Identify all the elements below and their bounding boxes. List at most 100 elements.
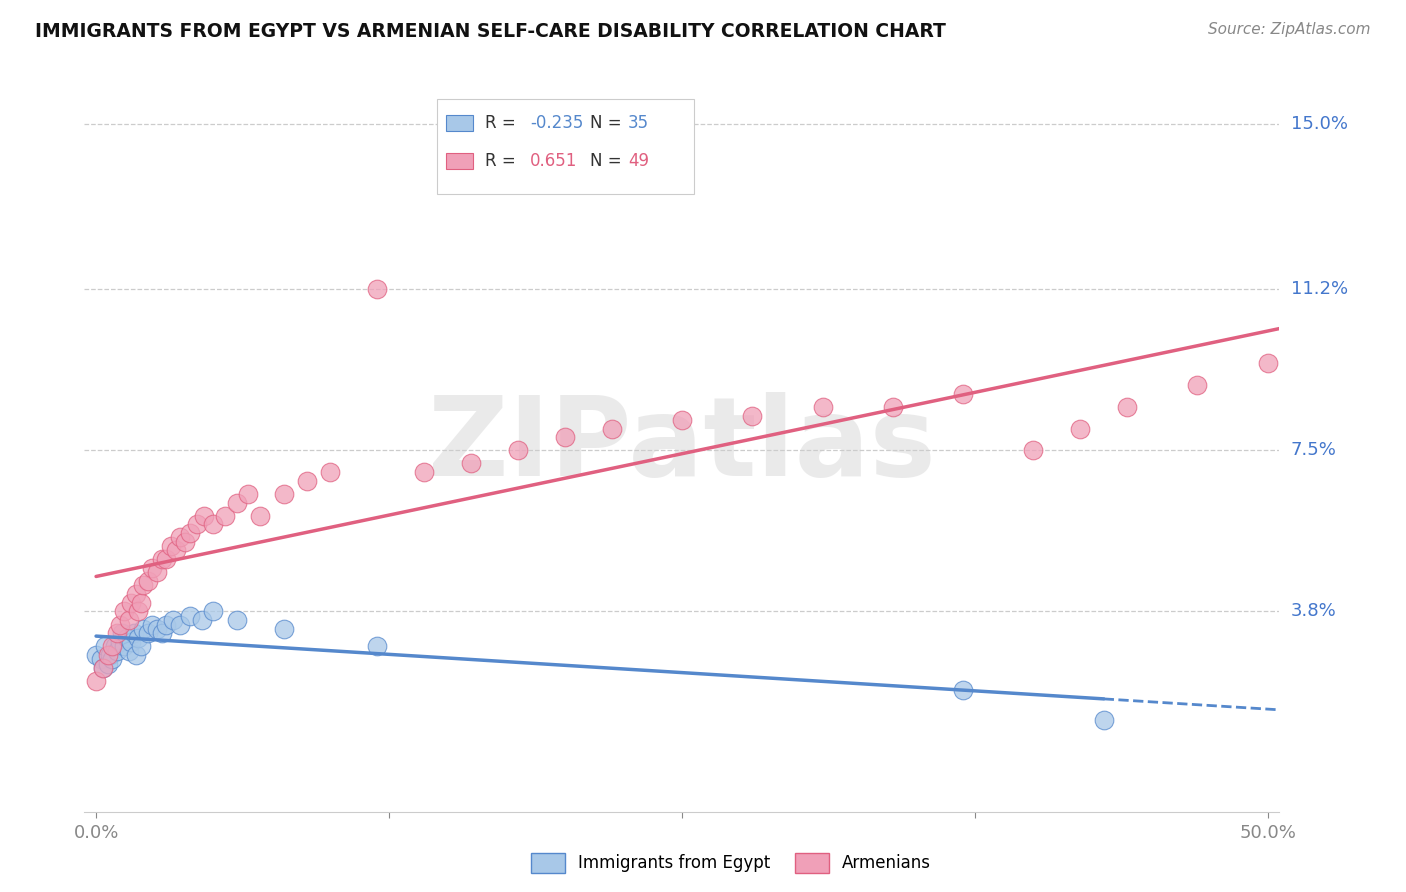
Text: 0.651: 0.651 xyxy=(530,152,578,169)
Text: -0.235: -0.235 xyxy=(530,113,583,132)
Point xyxy=(186,517,208,532)
Point xyxy=(115,631,138,645)
Point xyxy=(98,648,121,662)
Point xyxy=(554,430,576,444)
Point xyxy=(155,617,177,632)
Point xyxy=(273,622,295,636)
Point xyxy=(179,526,201,541)
Text: R =: R = xyxy=(485,113,520,132)
Point xyxy=(741,409,763,423)
Text: 7.5%: 7.5% xyxy=(1291,442,1337,459)
Point xyxy=(952,386,974,401)
Point xyxy=(101,640,124,654)
Point xyxy=(155,552,177,566)
Point xyxy=(111,626,134,640)
Point xyxy=(101,652,124,666)
Point xyxy=(214,508,236,523)
Point xyxy=(105,643,128,657)
Point xyxy=(811,400,834,414)
Point xyxy=(127,631,149,645)
Point xyxy=(136,626,159,640)
Text: N =: N = xyxy=(591,152,627,169)
Point xyxy=(118,613,141,627)
Point xyxy=(108,635,131,649)
Point xyxy=(295,474,318,488)
Point xyxy=(84,648,107,662)
Point xyxy=(97,648,120,662)
Point xyxy=(179,608,201,623)
Point xyxy=(1257,356,1279,370)
Point xyxy=(132,622,155,636)
Point xyxy=(169,530,191,544)
Text: 3.8%: 3.8% xyxy=(1291,602,1336,621)
Point xyxy=(1187,378,1209,392)
Text: 15.0%: 15.0% xyxy=(1291,115,1347,133)
Point xyxy=(882,400,904,414)
Point xyxy=(600,421,623,435)
Point xyxy=(108,617,131,632)
Point xyxy=(97,657,120,671)
Point xyxy=(146,622,169,636)
Text: 35: 35 xyxy=(628,113,650,132)
Text: IMMIGRANTS FROM EGYPT VS ARMENIAN SELF-CARE DISABILITY CORRELATION CHART: IMMIGRANTS FROM EGYPT VS ARMENIAN SELF-C… xyxy=(35,22,946,41)
Point xyxy=(225,613,247,627)
Point xyxy=(1069,421,1091,435)
Point xyxy=(141,561,163,575)
Point xyxy=(120,635,142,649)
Point xyxy=(94,640,117,654)
Point xyxy=(150,626,173,640)
Point xyxy=(141,617,163,632)
Legend: Immigrants from Egypt, Armenians: Immigrants from Egypt, Armenians xyxy=(524,847,938,880)
Point xyxy=(190,613,212,627)
Point xyxy=(150,552,173,566)
Point xyxy=(105,626,128,640)
Point xyxy=(127,604,149,618)
Point xyxy=(169,617,191,632)
Point xyxy=(91,661,114,675)
Point xyxy=(129,640,152,654)
Point xyxy=(366,282,388,296)
Point xyxy=(1116,400,1139,414)
Point xyxy=(104,640,127,654)
Text: N =: N = xyxy=(591,113,627,132)
Point xyxy=(162,613,184,627)
Bar xyxy=(447,115,472,131)
Point xyxy=(125,587,148,601)
Text: 49: 49 xyxy=(628,152,650,169)
Point xyxy=(202,604,225,618)
Point xyxy=(671,413,693,427)
Point xyxy=(112,640,135,654)
Point xyxy=(120,596,142,610)
Point xyxy=(129,596,152,610)
Point xyxy=(952,682,974,697)
Text: 11.2%: 11.2% xyxy=(1291,280,1348,298)
Point xyxy=(122,626,145,640)
Point xyxy=(366,640,388,654)
Point xyxy=(146,566,169,580)
Point xyxy=(249,508,271,523)
Point xyxy=(1022,443,1045,458)
Point xyxy=(174,534,197,549)
Point xyxy=(160,539,183,553)
FancyBboxPatch shape xyxy=(437,99,695,194)
Point xyxy=(273,487,295,501)
Point xyxy=(202,517,225,532)
Point xyxy=(165,543,187,558)
Point xyxy=(112,604,135,618)
Point xyxy=(460,457,482,471)
Text: Source: ZipAtlas.com: Source: ZipAtlas.com xyxy=(1208,22,1371,37)
Point xyxy=(136,574,159,588)
Point xyxy=(319,465,342,479)
Point xyxy=(91,661,114,675)
Point xyxy=(90,652,112,666)
Point xyxy=(125,648,148,662)
Point xyxy=(118,643,141,657)
Point xyxy=(84,674,107,689)
Y-axis label: Self-Care Disability: Self-Care Disability xyxy=(0,374,7,518)
Point xyxy=(506,443,529,458)
Point xyxy=(413,465,436,479)
Text: ZIPatlas: ZIPatlas xyxy=(427,392,936,500)
Point xyxy=(193,508,215,523)
Point xyxy=(1092,714,1115,728)
Point xyxy=(225,495,247,509)
